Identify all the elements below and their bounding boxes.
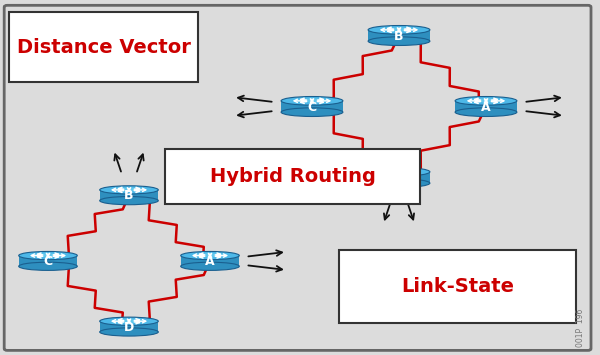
FancyBboxPatch shape [281, 101, 343, 112]
Text: A: A [481, 100, 491, 114]
Ellipse shape [19, 251, 77, 260]
Ellipse shape [380, 170, 418, 173]
Ellipse shape [112, 188, 146, 191]
FancyBboxPatch shape [165, 149, 420, 204]
Ellipse shape [112, 319, 146, 323]
Ellipse shape [193, 253, 227, 257]
Ellipse shape [100, 328, 158, 336]
Text: D: D [124, 321, 134, 334]
FancyBboxPatch shape [9, 12, 198, 82]
FancyBboxPatch shape [455, 101, 517, 112]
Ellipse shape [31, 253, 65, 257]
Ellipse shape [293, 99, 331, 102]
Text: C: C [307, 100, 317, 114]
Ellipse shape [281, 97, 343, 105]
Text: Link-State: Link-State [401, 277, 514, 296]
Ellipse shape [19, 262, 77, 271]
Text: A: A [205, 255, 215, 268]
Text: 001P  196: 001P 196 [576, 309, 585, 347]
FancyBboxPatch shape [19, 256, 77, 266]
Text: B: B [394, 29, 404, 43]
Ellipse shape [368, 26, 430, 34]
Ellipse shape [455, 97, 517, 105]
Ellipse shape [281, 108, 343, 116]
Ellipse shape [181, 262, 239, 271]
Ellipse shape [380, 28, 418, 31]
Ellipse shape [368, 168, 430, 176]
Ellipse shape [368, 179, 430, 187]
Text: C: C [43, 255, 53, 268]
Ellipse shape [181, 251, 239, 260]
Ellipse shape [467, 99, 505, 102]
Ellipse shape [100, 197, 158, 205]
Ellipse shape [455, 108, 517, 116]
Ellipse shape [368, 37, 430, 45]
Text: B: B [124, 189, 134, 202]
Text: Distance Vector: Distance Vector [17, 38, 190, 56]
Text: Hybrid Routing: Hybrid Routing [209, 167, 376, 186]
Text: D: D [394, 171, 404, 185]
FancyBboxPatch shape [368, 30, 430, 41]
Ellipse shape [100, 186, 158, 194]
FancyBboxPatch shape [181, 256, 239, 266]
FancyBboxPatch shape [100, 321, 158, 332]
FancyBboxPatch shape [339, 250, 576, 323]
Ellipse shape [100, 317, 158, 325]
FancyBboxPatch shape [368, 172, 430, 183]
FancyBboxPatch shape [100, 190, 158, 201]
FancyBboxPatch shape [4, 5, 591, 350]
